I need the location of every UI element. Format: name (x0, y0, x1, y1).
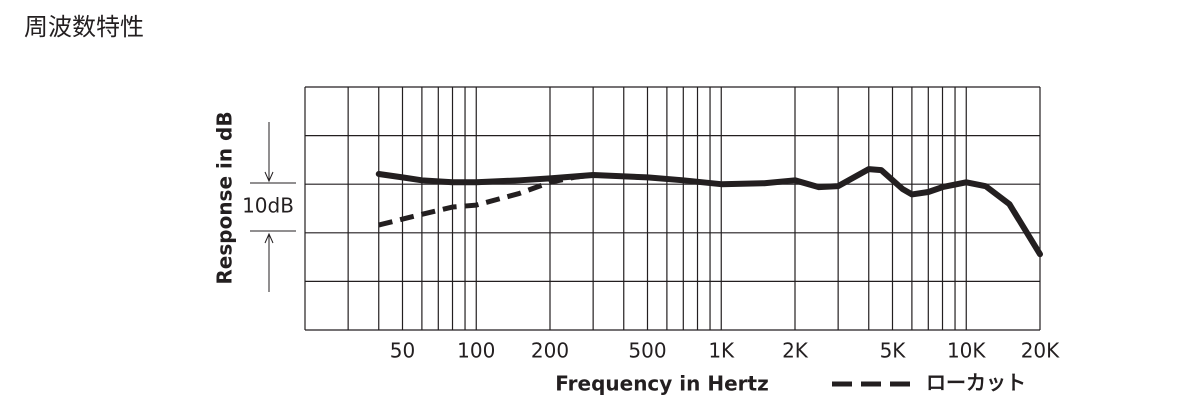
x-tick-label: 1K (708, 339, 735, 363)
x-tick-label: 500 (628, 339, 666, 363)
x-tick-label: 20K (1021, 339, 1060, 363)
y-axis-label: Response in dB (213, 111, 237, 284)
scale-bar (250, 122, 296, 292)
x-tick-label: 100 (457, 339, 495, 363)
response-line (375, 166, 1043, 258)
legend-label: ローカット (926, 371, 1026, 395)
x-tick-label: 50 (390, 339, 415, 363)
x-axis-label: Frequency in Hertz (555, 372, 768, 396)
response-line (378, 172, 594, 228)
x-tick-label: 200 (531, 339, 569, 363)
scale-label: 10dB (242, 194, 294, 218)
x-tick-label: 5K (880, 339, 907, 363)
x-tick-label: 2K (782, 339, 809, 363)
chart-title: 周波数特性 (24, 13, 144, 41)
x-tick-label: 10K (947, 339, 986, 363)
